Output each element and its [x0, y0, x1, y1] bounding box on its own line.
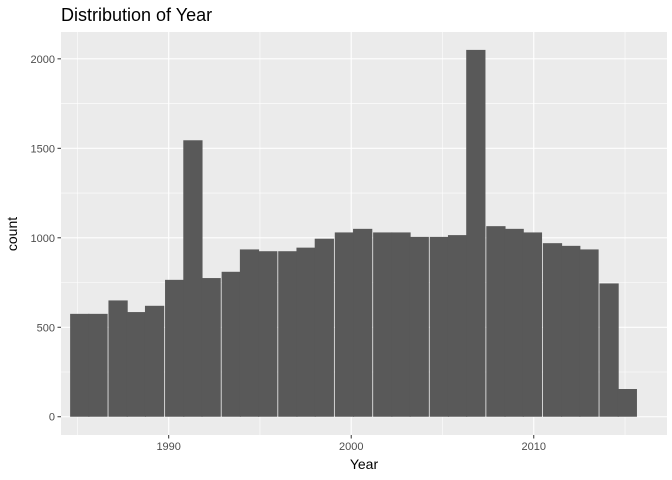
- histogram-bar: [314, 238, 334, 417]
- histogram-bar: [373, 232, 393, 417]
- y-tick-label: 0: [49, 412, 55, 424]
- chart-title: Distribution of Year: [61, 5, 212, 25]
- y-tick-label: 2000: [31, 54, 55, 66]
- histogram-bar: [617, 389, 637, 417]
- histogram-bar: [561, 245, 581, 417]
- histogram-bar: [165, 279, 185, 417]
- x-tick-label: 2000: [339, 441, 363, 453]
- histogram-bar: [409, 236, 429, 417]
- histogram-bar: [466, 49, 486, 417]
- x-axis-title: Year: [350, 456, 379, 472]
- histogram-bar: [579, 249, 599, 417]
- histogram-bar: [522, 232, 543, 417]
- histogram-bar: [391, 232, 411, 417]
- histogram-bars: [70, 49, 637, 417]
- histogram-bar: [353, 228, 373, 417]
- histogram-bar: [183, 140, 203, 417]
- x-tick-label: 2010: [522, 441, 546, 453]
- x-tick-label: 1990: [156, 441, 180, 453]
- histogram-bar: [486, 226, 506, 417]
- histogram-bar: [70, 313, 90, 417]
- y-tick-label: 1000: [31, 233, 55, 245]
- histogram-bar: [296, 247, 316, 417]
- histogram-bar: [599, 283, 619, 417]
- histogram-bar: [239, 249, 260, 417]
- y-tick-label: 500: [37, 322, 55, 334]
- histogram-bar: [221, 271, 241, 417]
- y-tick-label: 1500: [31, 143, 55, 155]
- y-axis: 0 500 1000 1500 2000: [31, 54, 61, 424]
- histogram-bar: [504, 228, 524, 417]
- histogram-bar: [88, 313, 108, 417]
- histogram-bar: [126, 312, 146, 417]
- histogram-bar: [258, 251, 278, 417]
- histogram-bar: [144, 305, 165, 417]
- histogram-bar: [447, 235, 468, 417]
- histogram-bar: [108, 300, 128, 417]
- histogram-bar: [278, 251, 298, 417]
- y-axis-title: count: [4, 217, 20, 251]
- histogram-bar: [334, 232, 355, 417]
- histogram-bar: [201, 278, 221, 417]
- histogram-bar: [542, 243, 563, 417]
- x-axis: 1990 2000 2010: [156, 435, 546, 453]
- histogram-bar: [429, 236, 449, 417]
